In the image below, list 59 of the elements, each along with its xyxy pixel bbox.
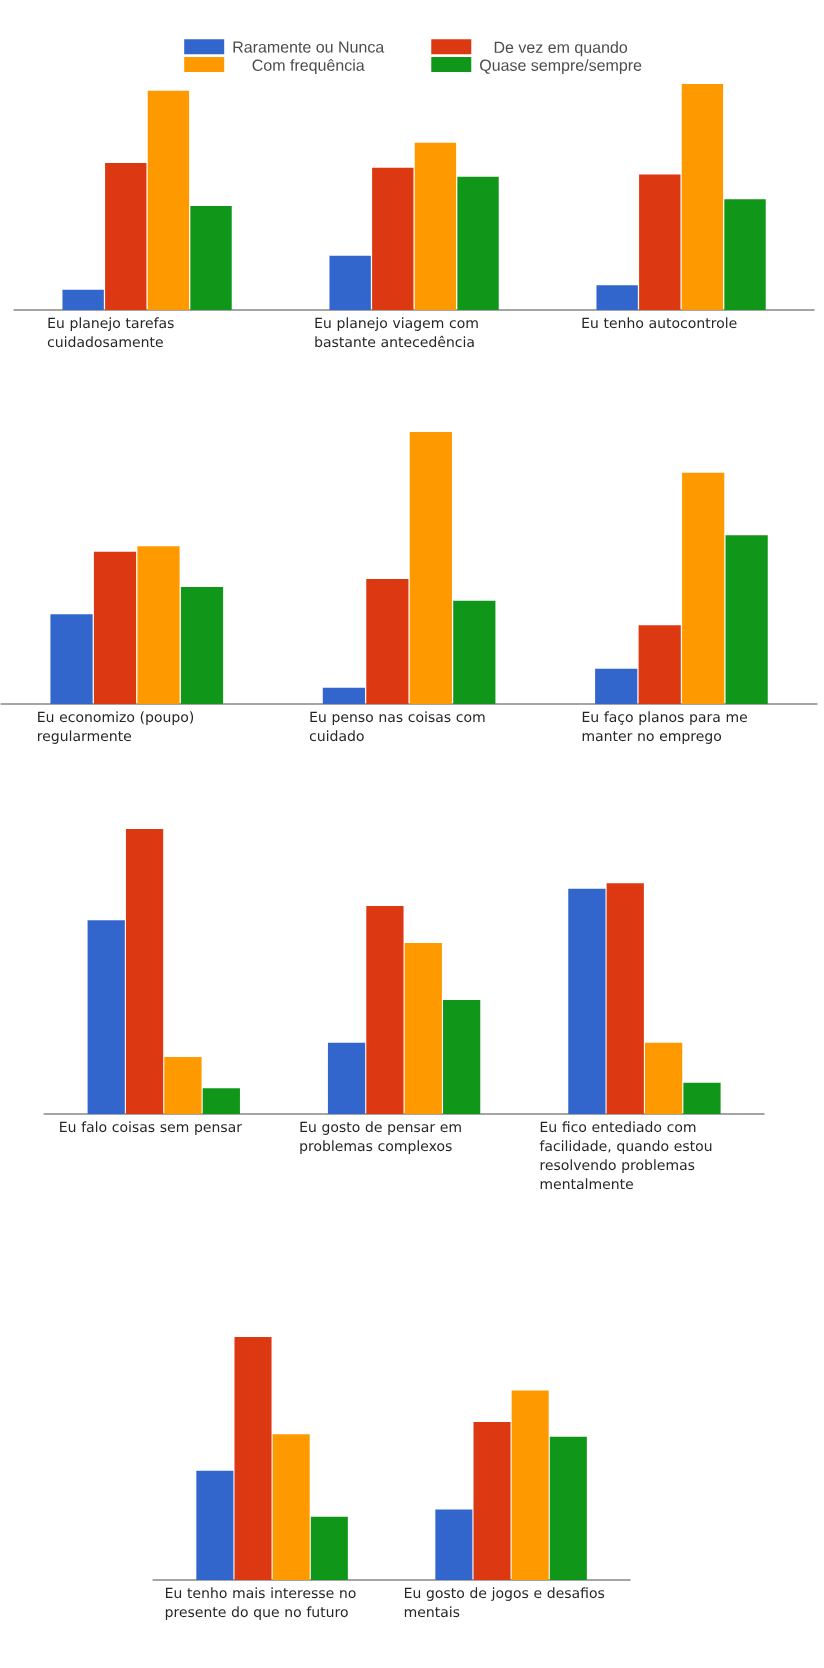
- legend-label: Raramente ou Nunca: [233, 41, 385, 53]
- bar: [94, 551, 137, 705]
- bar: [443, 1000, 481, 1115]
- bar: [638, 625, 681, 705]
- bar: [606, 883, 645, 1115]
- bar: [190, 206, 232, 311]
- bar: [414, 142, 457, 311]
- bar: [457, 176, 499, 311]
- x-tick-label: Eu planejo viagem com bastante antecedência: [315, 317, 478, 348]
- x-tick-label: Eu planejo tarefas cuidadosamente: [48, 317, 174, 348]
- bar: [639, 174, 681, 311]
- bar: [645, 1042, 683, 1115]
- bar: [453, 600, 496, 705]
- bar: [196, 1470, 234, 1581]
- x-tick-label: Eu faço planos para me manter no emprego: [582, 711, 748, 744]
- bar: [372, 167, 414, 311]
- bar: [147, 90, 190, 311]
- bar: [272, 1434, 310, 1581]
- bar: [550, 1436, 588, 1581]
- bar: [683, 1082, 721, 1115]
- bar: [725, 535, 768, 705]
- bar: [234, 1337, 272, 1581]
- bar: [473, 1422, 511, 1581]
- legend-label: De vez em quando: [494, 41, 628, 57]
- bar: [164, 1057, 202, 1115]
- bar: [596, 285, 639, 311]
- x-tick-label: Eu fico entediado com facilidade, quando estou resolvendo problemas mentalmente: [539, 1121, 712, 1190]
- legend-label: Com frequência: [252, 59, 365, 75]
- bar: [329, 255, 372, 311]
- bar: [595, 668, 638, 705]
- bar: [87, 920, 126, 1115]
- bar: [568, 888, 606, 1115]
- x-tick-label: Eu economizo (poupo) regularmente: [38, 711, 194, 744]
- x-tick-label: Eu tenho autocontrole: [582, 317, 737, 329]
- x-tick-label: Eu gosto de jogos e desafios mentais: [405, 1587, 605, 1618]
- bar: [322, 687, 366, 705]
- bar: [511, 1390, 549, 1581]
- bar: [105, 163, 147, 311]
- bar: [311, 1516, 349, 1581]
- x-tick-label: Eu penso nas coisas com cuidado: [310, 711, 485, 742]
- bar: [682, 472, 725, 705]
- bar: [50, 614, 93, 705]
- x-tick-label: Eu gosto de pensar em problemas complexos: [300, 1121, 462, 1154]
- bar: [137, 546, 180, 705]
- bar: [724, 199, 766, 311]
- bar: [404, 943, 443, 1115]
- bar: [62, 289, 105, 311]
- bar: [328, 1042, 366, 1115]
- x-tick-label: Eu tenho mais interesse no presente do que no futuro: [166, 1587, 356, 1620]
- bar: [366, 905, 404, 1115]
- bar: [681, 84, 724, 311]
- bar: [202, 1088, 241, 1115]
- bar: [435, 1509, 473, 1581]
- legend-label: Quase sempre/sempre: [480, 59, 642, 75]
- bar: [366, 578, 409, 705]
- bar: [409, 432, 453, 705]
- x-tick-label: Eu falo coisas sem pensar: [60, 1121, 243, 1135]
- bar: [181, 587, 224, 705]
- bar: [126, 829, 164, 1115]
